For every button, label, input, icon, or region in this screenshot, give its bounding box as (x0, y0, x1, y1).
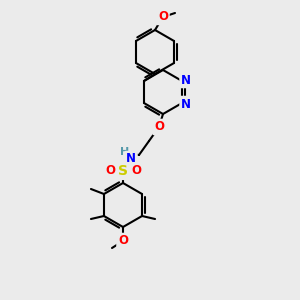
Text: H: H (120, 147, 130, 157)
Text: N: N (181, 74, 191, 86)
Text: O: O (158, 11, 168, 23)
Text: O: O (131, 164, 141, 178)
Text: S: S (118, 164, 128, 178)
Text: O: O (105, 164, 115, 178)
Text: N: N (126, 152, 136, 166)
Text: O: O (154, 121, 164, 134)
Text: O: O (118, 235, 128, 248)
Text: N: N (181, 98, 191, 110)
